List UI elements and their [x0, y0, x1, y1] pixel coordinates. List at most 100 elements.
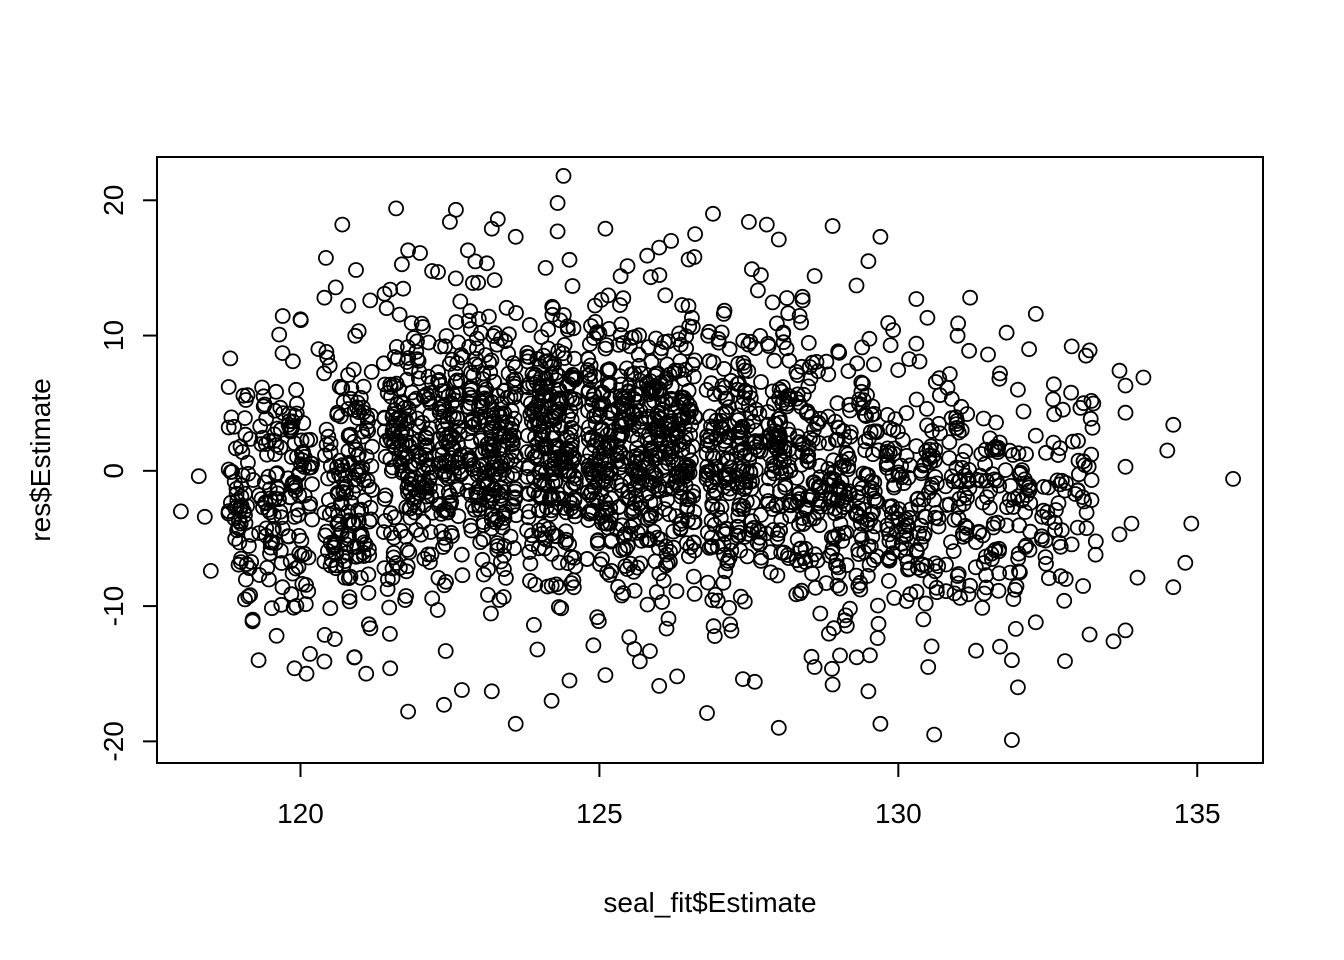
data-point — [894, 431, 911, 448]
data-point — [870, 597, 886, 614]
data-point — [818, 353, 835, 370]
data-point — [609, 428, 626, 445]
data-point — [723, 622, 740, 639]
data-point — [1087, 533, 1104, 550]
data-point — [1058, 474, 1074, 491]
data-point — [1027, 614, 1044, 631]
data-point — [651, 267, 668, 284]
data-point — [1183, 515, 1200, 532]
data-point — [256, 396, 273, 413]
data-point — [614, 397, 631, 414]
data-point — [938, 583, 954, 600]
data-point — [777, 476, 794, 493]
data-point — [818, 575, 835, 591]
data-point — [259, 446, 275, 463]
data-point — [739, 548, 756, 565]
data-point — [584, 391, 601, 408]
data-point — [680, 298, 697, 315]
data-point — [266, 426, 283, 443]
data-point — [709, 592, 726, 609]
data-point — [639, 532, 655, 548]
data-point — [911, 525, 927, 542]
data-point — [437, 338, 454, 355]
data-point — [528, 374, 545, 391]
data-point — [519, 485, 536, 502]
data-point — [945, 543, 962, 559]
data-point — [433, 523, 450, 540]
data-point — [355, 548, 372, 564]
data-point — [749, 522, 766, 538]
data-point — [916, 456, 933, 473]
data-point — [1159, 442, 1176, 459]
data-point — [265, 507, 282, 524]
data-point — [561, 251, 578, 268]
data-point — [941, 450, 958, 466]
data-point — [543, 692, 560, 709]
data-point — [464, 275, 481, 291]
data-point — [327, 279, 344, 296]
data-point — [447, 270, 464, 287]
data-point — [547, 438, 564, 455]
data-point — [760, 416, 777, 433]
data-point — [832, 515, 849, 532]
data-point — [283, 449, 300, 465]
data-point — [765, 522, 782, 538]
data-point — [680, 442, 697, 459]
data-point — [316, 365, 333, 382]
data-point — [382, 281, 399, 298]
data-point — [584, 465, 601, 481]
data-point — [705, 618, 722, 635]
data-point — [908, 542, 925, 558]
data-point — [436, 403, 453, 420]
data-point — [585, 637, 602, 654]
data-point — [465, 457, 482, 473]
data-point — [420, 546, 437, 563]
data-point — [741, 213, 757, 230]
data-point — [615, 541, 632, 557]
data-point — [341, 589, 358, 605]
data-point — [704, 592, 721, 608]
data-point — [721, 600, 737, 616]
data-point — [746, 673, 763, 690]
data-point — [780, 305, 797, 322]
data-point — [640, 506, 657, 523]
data-point — [919, 309, 936, 326]
data-point — [555, 167, 572, 184]
data-point — [834, 533, 851, 549]
data-point — [334, 216, 351, 233]
data-point — [629, 559, 646, 576]
data-point — [735, 671, 751, 687]
data-point — [740, 363, 757, 380]
data-point — [997, 462, 1014, 479]
data-point — [738, 493, 755, 510]
data-point — [842, 424, 859, 441]
data-point — [405, 330, 422, 346]
data-point — [628, 447, 645, 464]
data-point — [662, 553, 678, 570]
data-point — [362, 292, 379, 309]
data-point — [293, 445, 310, 462]
data-point — [719, 450, 736, 467]
data-point — [863, 406, 880, 423]
data-point — [386, 426, 403, 443]
data-point — [643, 384, 660, 401]
data-point — [946, 511, 963, 528]
data-point — [320, 470, 337, 487]
data-point — [953, 422, 970, 439]
data-point — [614, 517, 630, 534]
data-point — [821, 625, 837, 642]
data-point — [764, 501, 781, 517]
data-point — [908, 583, 925, 600]
data-point — [1082, 410, 1099, 427]
data-point — [1063, 536, 1080, 553]
data-point — [496, 547, 512, 564]
data-point — [435, 502, 452, 519]
data-point — [971, 523, 987, 540]
data-point — [1034, 508, 1051, 525]
data-point — [961, 342, 977, 359]
data-point — [1129, 569, 1146, 586]
data-point — [389, 350, 406, 367]
data-point — [803, 648, 820, 665]
data-point — [703, 418, 719, 435]
data-point — [487, 325, 504, 342]
